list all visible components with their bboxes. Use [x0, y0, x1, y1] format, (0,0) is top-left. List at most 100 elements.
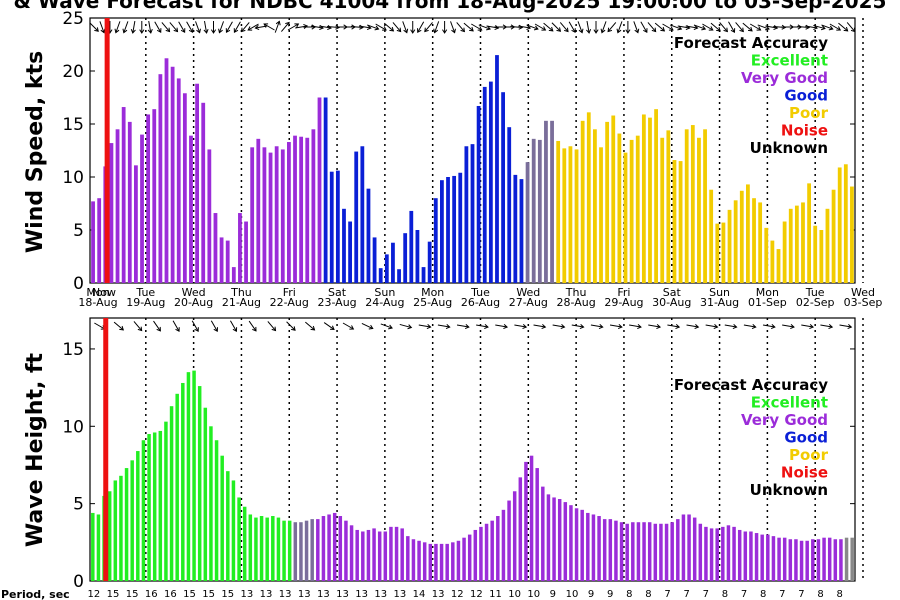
- wind-bar: [648, 117, 652, 283]
- wind-direction-arrow: [617, 21, 623, 33]
- wind-bar: [287, 142, 291, 283]
- wave-frame: [89, 317, 856, 582]
- wind-direction-arrowhead: [303, 23, 308, 30]
- wind-bar: [109, 143, 114, 283]
- wave-bar: [462, 537, 466, 581]
- day-label-weekday: Sun: [374, 286, 395, 299]
- wave-bar: [692, 517, 697, 581]
- wave-bar: [136, 451, 140, 581]
- wave-bar: [839, 539, 843, 581]
- wind-direction-arrowhead: [210, 29, 217, 34]
- wind-direction-arrow: [757, 24, 770, 30]
- wind-direction-arrow: [195, 21, 201, 33]
- wind-direction-arrowhead: [548, 26, 554, 32]
- wave-direction-arrowhead: [847, 323, 853, 330]
- wave-bar: [535, 468, 539, 581]
- wind-direction-arrowhead: [668, 26, 674, 31]
- wind-bar: [91, 201, 95, 283]
- wave-direction-arrowhead: [213, 327, 218, 333]
- wind-direction-arrow: [577, 21, 583, 33]
- wind-bar: [433, 198, 438, 283]
- wave-bar: [597, 516, 601, 581]
- wave-bar: [445, 543, 449, 581]
- wind-direction-arrow: [311, 25, 324, 29]
- day-label-date: 28-Aug: [557, 296, 596, 309]
- wave-direction-arrowhead: [445, 323, 451, 330]
- wind-bar: [825, 208, 830, 283]
- wind-bar: [556, 140, 561, 283]
- wave-direction-arrow: [667, 324, 680, 328]
- wind-legend-title: Forecast Accuracy: [674, 34, 828, 52]
- wind-bar: [684, 129, 689, 283]
- wave-bar: [479, 526, 483, 581]
- wave-bar: [721, 526, 725, 581]
- wind-bar: [317, 97, 322, 283]
- day-label-date: 30-Aug: [652, 296, 691, 309]
- wave-direction-arrowhead: [828, 323, 834, 330]
- period-label: 16: [145, 589, 158, 600]
- wind-direction-arrow: [719, 22, 728, 32]
- wind-direction-arrowhead: [634, 28, 640, 34]
- wind-direction-arrowhead: [616, 28, 622, 34]
- wind-bar: [342, 208, 346, 283]
- wind-legend-item: Poor: [789, 104, 829, 122]
- wind-direction-arrow: [601, 21, 607, 33]
- wind-direction-arrow: [640, 21, 648, 33]
- wave-bar: [586, 512, 590, 581]
- wind-bar: [641, 114, 646, 284]
- wind-bar: [635, 135, 640, 283]
- wave-direction-arrowhead: [156, 326, 161, 332]
- wave-bar: [91, 512, 95, 581]
- period-label: 10: [566, 589, 579, 600]
- wind-bar: [850, 186, 854, 283]
- wind-bar: [274, 146, 279, 283]
- wind-direction-arrow: [710, 22, 721, 32]
- wind-bar: [476, 105, 481, 283]
- wave-legend-item: Noise: [781, 464, 828, 482]
- wave-bar: [197, 386, 202, 581]
- period-label: 8: [817, 589, 823, 600]
- wind-bar: [782, 221, 787, 283]
- wave-bar: [557, 499, 562, 581]
- wind-bar: [335, 170, 340, 283]
- period-label: 8: [645, 589, 651, 600]
- wave-direction-arrowhead: [790, 323, 795, 330]
- wind-bar: [189, 135, 193, 283]
- period-label: 15: [107, 589, 120, 600]
- period-label: 14: [413, 589, 426, 600]
- now-label: Now: [92, 286, 116, 299]
- wind-direction-arrow: [450, 21, 456, 33]
- wave-bar: [276, 517, 281, 581]
- wind-direction-arrowhead: [94, 27, 99, 32]
- wave-direction-arrow: [153, 320, 161, 332]
- wave-bar: [456, 540, 461, 581]
- wind-direction-arrowhead: [335, 24, 340, 30]
- wave-ylabel: Wave Height, ft: [23, 352, 48, 547]
- wind-direction-arrow: [765, 25, 778, 29]
- wind-direction-arrowhead: [173, 27, 179, 33]
- wind-bar: [586, 112, 591, 283]
- chart-title: & Wave Forecast for NDBC 41004 from 18-A…: [14, 0, 887, 13]
- wind-direction-arrow: [654, 22, 665, 32]
- period-label: 13: [336, 589, 349, 600]
- period-label: 16: [164, 589, 177, 600]
- wind-direction-arrow: [367, 24, 379, 30]
- day-label-weekday: Wed: [182, 286, 206, 299]
- wind-direction-arrow: [607, 22, 617, 32]
- wave-bar: [231, 480, 236, 581]
- period-label: 7: [798, 589, 804, 600]
- wave-bar: [653, 523, 658, 581]
- wind-speed-panel: 0 5 10 15 20 25 Forecast AccuracyExcellentVery…: [62, 9, 882, 309]
- wind-direction-arrowhead: [526, 24, 532, 31]
- period-label: 15: [202, 589, 215, 600]
- period-label: 7: [664, 589, 670, 600]
- wind-direction-arrowhead: [263, 23, 269, 28]
- wave-direction-arrow: [437, 324, 450, 328]
- day-label-weekday: Sat: [328, 286, 347, 299]
- wave-bar: [406, 536, 410, 581]
- wave-direction-arrowhead: [119, 325, 124, 331]
- wave-bar: [614, 520, 618, 581]
- wave-direction-arrow: [743, 324, 756, 328]
- wind-bar: [464, 146, 469, 283]
- wave-direction-arrowhead: [503, 323, 509, 330]
